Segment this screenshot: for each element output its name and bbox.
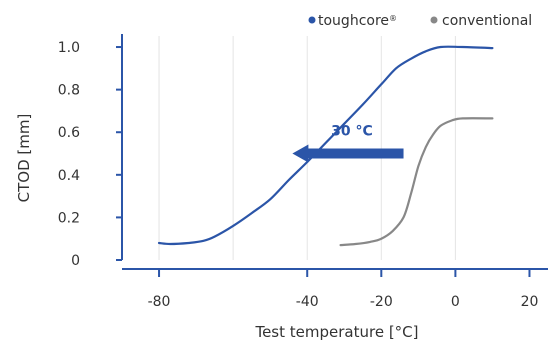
series-line-toughcore: [157, 45, 494, 246]
annotation-label: 30 °C: [331, 124, 373, 140]
y-axis-label: CTOD [mm]: [15, 114, 33, 203]
legend-label-toughcore: toughcore®: [318, 13, 397, 29]
y-tick-label: 0.2: [58, 210, 80, 226]
y-tick-label: 1.0: [58, 40, 80, 56]
x-tick-label: -20: [370, 294, 393, 310]
annotation-group: 30 °C: [292, 124, 404, 163]
legend-marker-toughcore: [308, 16, 316, 24]
registered-mark: ®: [389, 14, 397, 23]
x-tick-label: 0: [451, 294, 460, 310]
x-axis-label: Test temperature [°C]: [254, 323, 418, 340]
legend: toughcore® conventional: [308, 13, 532, 29]
y-tick-label: 0.8: [58, 83, 80, 99]
axes-group: 0 0.2 0.4 0.6 0.8 1.0 -80 -40 -20 0 20: [58, 34, 548, 310]
series-line-conventional: [339, 117, 494, 247]
y-tick-label: 0: [71, 253, 80, 269]
series-group: [157, 45, 494, 247]
legend-marker-conventional: [430, 16, 438, 24]
legend-label-toughcore-text: toughcore: [318, 13, 389, 29]
annotation-arrow: [292, 144, 404, 163]
legend-label-conventional: conventional: [442, 13, 532, 29]
x-tick-label: 20: [521, 294, 539, 310]
y-tick-label: 0.6: [58, 125, 80, 141]
x-tick-label: -80: [148, 294, 171, 310]
y-tick-label: 0.4: [58, 168, 80, 184]
x-tick-label: -40: [296, 294, 319, 310]
